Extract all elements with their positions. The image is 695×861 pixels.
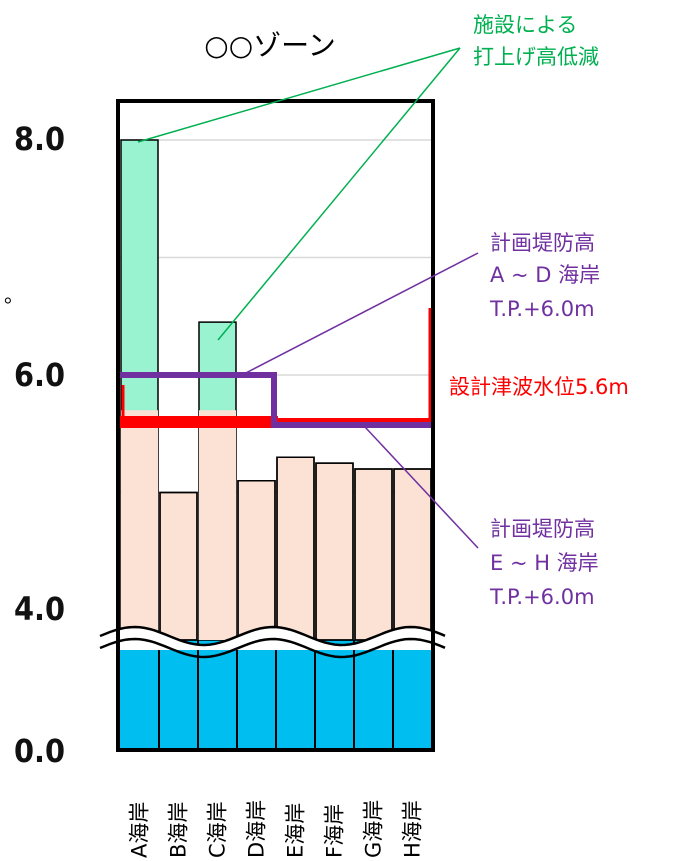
- facility-annotation-line1: 施設による: [473, 13, 577, 37]
- levee-ad-label-line2: A ~ D 海岸: [490, 263, 600, 287]
- y-tick-label: 8.0: [14, 120, 65, 158]
- stray-mark: 。: [4, 283, 24, 307]
- facility-annotation-line2: 打上げ高低減: [473, 45, 599, 69]
- bar-outline: [315, 462, 354, 641]
- category-label: D海岸: [245, 800, 269, 858]
- levee-ad-label-line1: 計画堤防高: [490, 231, 595, 255]
- category-label: B海岸: [167, 802, 191, 858]
- tsunami-bar: [199, 410, 236, 640]
- category-labels: A海岸 B海岸 C海岸 D海岸 E海岸 F海岸 G海岸 H海岸: [128, 800, 425, 858]
- category-label: G海岸: [362, 800, 386, 858]
- tsunami-bar: [237, 480, 276, 641]
- levee-ad-label-line3: T.P.+6.0m: [489, 297, 595, 321]
- category-label: E海岸: [284, 803, 308, 858]
- axis-break: [99, 625, 446, 659]
- levee-eh-label-line2: E ~ H 海岸: [490, 551, 599, 575]
- tsunami-bar: [315, 462, 354, 641]
- chart-title: ○○ゾーン: [204, 29, 335, 62]
- category-label: H海岸: [401, 800, 425, 858]
- category-label: A海岸: [128, 802, 152, 858]
- tsunami-bar: [159, 491, 198, 641]
- category-label: C海岸: [206, 801, 230, 858]
- category-label: F海岸: [323, 804, 347, 858]
- bars: [120, 139, 432, 641]
- levee-ad-pointer: [239, 252, 479, 377]
- levee-height-line: [118, 372, 432, 428]
- tsunami-bar: [121, 410, 158, 640]
- facility-pointer: [217, 47, 461, 341]
- y-tick-label: 0.0: [14, 732, 65, 770]
- y-tick-label: 6.0: [14, 356, 65, 394]
- sea-area: [120, 640, 432, 750]
- levee-eh-label-line1: 計画堤防高: [490, 517, 595, 541]
- reference-lines: [118, 308, 432, 428]
- tsunami-bar: [276, 456, 315, 641]
- axis-break-line: [99, 625, 446, 647]
- tsunami-bar: [393, 468, 432, 641]
- annotations: [137, 47, 479, 549]
- design-tsunami-level-label: 設計津波水位5.6m: [449, 375, 629, 399]
- axis-break-line: [99, 637, 446, 659]
- levee-eh-pointer: [364, 426, 479, 549]
- levee-eh-label-line3: T.P.+6.0m: [489, 585, 595, 609]
- y-tick-label: 4.0: [14, 590, 65, 628]
- tsunami-bar: [354, 468, 393, 641]
- facility-pointer: [137, 47, 461, 143]
- design-tsunami-level-line: [120, 416, 278, 428]
- plot-frame: [116, 99, 435, 752]
